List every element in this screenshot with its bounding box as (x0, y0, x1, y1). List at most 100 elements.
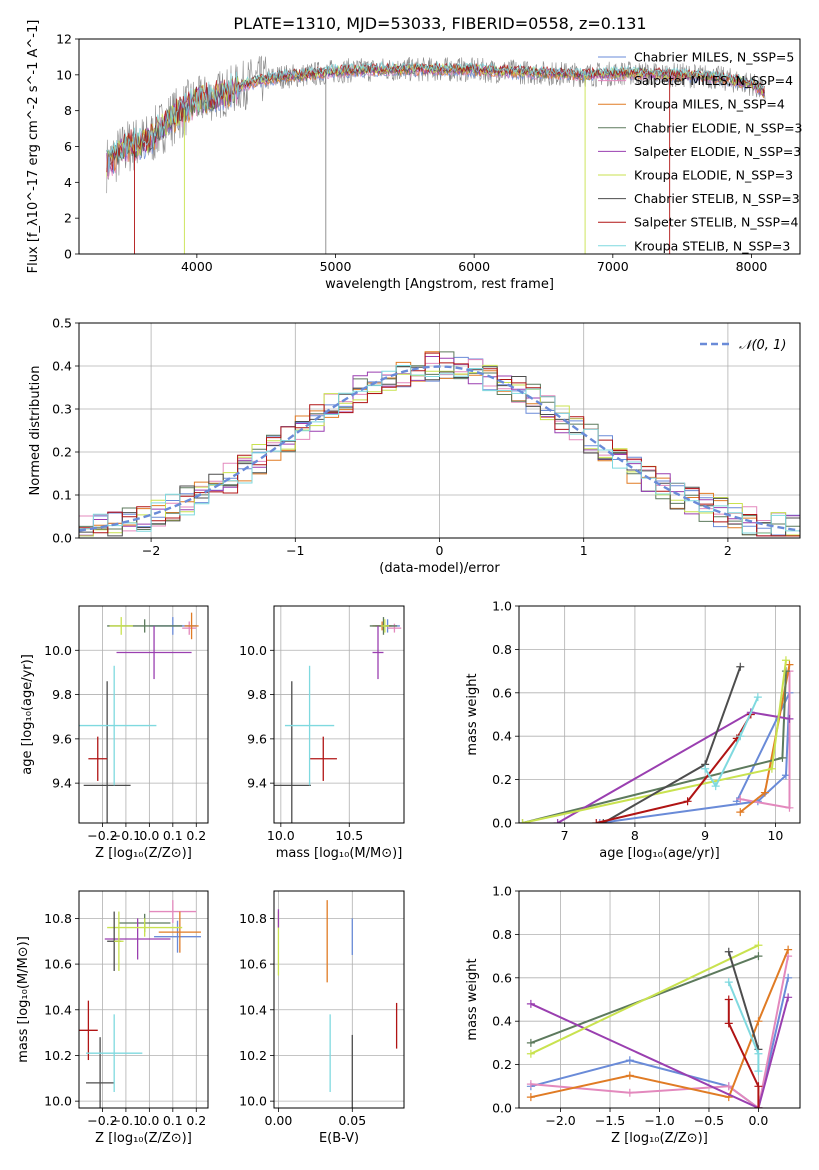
y-tick-label: 10.2 (44, 1048, 72, 1063)
x-tick-label: 0.1 (163, 828, 183, 843)
x-tick-label: 5000 (320, 259, 352, 274)
x-tick-label: 7 (561, 828, 569, 843)
weight-marker (526, 999, 535, 1008)
weight-marker (625, 1056, 634, 1065)
legend-label: Chabrier STELIB, N_SSP=3 (634, 191, 800, 206)
weight-marker (736, 662, 745, 671)
weight-line (596, 713, 752, 823)
weight-marker (754, 1017, 763, 1026)
weight-marker (701, 764, 710, 773)
y-tick-label: 0.2 (52, 445, 72, 460)
axes-frame (78, 890, 209, 1109)
axes-frame (518, 605, 801, 824)
weight-line (530, 997, 790, 1108)
histogram-series (79, 364, 800, 537)
weight-marker (595, 819, 604, 823)
x-tick-label: 10.0 (267, 828, 295, 843)
weight-line (530, 944, 759, 1055)
weight-marker (736, 795, 745, 804)
axes-frame (273, 605, 405, 824)
x-tick-label: −1.5 (595, 1113, 625, 1128)
weight-marker (724, 1019, 733, 1028)
y-tick-label: 1.0 (492, 599, 512, 614)
y-tick-label: 0.0 (52, 531, 72, 546)
y-tick-label: 9.6 (52, 731, 72, 746)
x-tick-label: 2 (724, 543, 732, 558)
figure-title: PLATE=1310, MJD=53033, FIBERID=0558, z=0… (233, 14, 646, 33)
plot-area (79, 351, 800, 537)
x-axis-label: Z [log₁₀(Z/Z⊙)] (95, 846, 192, 861)
y-axis-label: mass weight (465, 673, 480, 755)
legend-label: Kroupa STELIB, N_SSP=3 (634, 238, 790, 253)
y-tick-label: 0 (64, 247, 72, 262)
y-tick-label: 9.8 (52, 687, 72, 702)
y-tick-label: 0.4 (52, 359, 72, 374)
x-axis-label: E(B-V) (319, 1131, 359, 1146)
weight-marker (526, 1049, 535, 1058)
legend-label: Kroupa MILES, N_SSP=4 (634, 97, 785, 112)
model-line (106, 61, 765, 173)
y-tick-label: 0.2 (492, 772, 512, 787)
panel-age_vs_Z: −0.2−0.10.0 0.1 0.2 9.4 9.6 9.8 10.0 Z [log₁₀(Z… (20, 605, 209, 861)
y-tick-label: 9.6 (247, 731, 267, 746)
y-tick-label: 10.6 (44, 957, 72, 972)
x-tick-label: 0.05 (338, 1113, 366, 1128)
x-axis-label: wavelength [Angstrom, rest frame] (325, 277, 554, 292)
weight-marker (760, 788, 769, 797)
x-tick-label: −0.1 (111, 828, 141, 843)
y-tick-label: 0.8 (492, 642, 512, 657)
weight-marker (592, 819, 601, 823)
weight-line (727, 951, 760, 1050)
weight-line (704, 696, 759, 789)
x-tick-label: 0.2 (186, 828, 206, 843)
weight-line (727, 999, 760, 1108)
legend-label: Salpeter ELODIE, N_SSP=3 (634, 144, 801, 159)
y-tick-label: 10.6 (239, 957, 267, 972)
x-tick-label: 7000 (597, 259, 629, 274)
weight-marker (736, 808, 745, 817)
x-tick-label: −0.2 (87, 1113, 117, 1128)
weight-marker (711, 782, 720, 791)
plot-area (519, 656, 794, 823)
panel-weight_vs_Z: −2.0 −1.5 −1.0 −0.5 0.0 0.0 0.2 0.4 0.6 0.8 1.0 Z [… (465, 884, 801, 1146)
y-tick-label: 10.0 (239, 1094, 267, 1109)
y-axis-label: Normed distribution (28, 366, 43, 496)
legend-label: Salpeter MILES, N_SSP=4 (634, 73, 793, 88)
x-tick-label: −0.1 (111, 1113, 141, 1128)
x-tick-label: 10 (767, 828, 783, 843)
panel-mass_vs_ebv: 0.00 0.05 10.0 10.2 10.4 10.6 10.8 E(B-V) (239, 890, 405, 1146)
weight-marker (767, 764, 776, 773)
y-tick-label: 0.0 (492, 816, 512, 831)
legend-label: Salpeter STELIB, N_SSP=4 (634, 215, 799, 230)
legend-label: Chabrier MILES, N_SSP=5 (634, 50, 794, 65)
panel-weight_vs_age: 7 8 9 10 0.0 0.2 0.4 0.6 0.8 1.0 age [log₁₀(age/yr… (465, 599, 801, 861)
model-line (106, 60, 765, 173)
weight-marker (683, 797, 692, 806)
weight-marker (778, 753, 787, 762)
weight-marker (526, 1080, 535, 1089)
plot-area (526, 941, 793, 1108)
plot-area (79, 900, 201, 1108)
y-axis-label: mass weight (465, 958, 480, 1040)
legend-label: 𝒩(0, 1) (739, 338, 786, 353)
y-tick-label: 10.4 (239, 1002, 267, 1017)
y-tick-label: 0.6 (492, 685, 512, 700)
y-tick-label: 0.4 (492, 1014, 512, 1029)
x-tick-label: 0.2 (186, 1113, 206, 1128)
y-tick-label: 9.8 (247, 687, 267, 702)
y-tick-label: 0.4 (492, 729, 512, 744)
weight-marker (736, 732, 745, 741)
y-axis-label: age [log₁₀(age/yr)] (20, 654, 35, 775)
plot-area (106, 55, 766, 254)
x-tick-label: −1 (286, 543, 304, 558)
x-tick-label: 0.0 (748, 1113, 768, 1128)
y-tick-label: 0.6 (492, 970, 512, 985)
x-tick-label: 10.5 (335, 828, 363, 843)
weight-marker (781, 656, 790, 665)
y-tick-label: 10.8 (239, 911, 267, 926)
axes-frame (78, 38, 801, 255)
y-tick-label: 10 (56, 67, 72, 82)
y-axis-label: Flux [f_λ10^-17 erg cm^-2 s^-1 A^-1] (26, 20, 41, 274)
histogram-series (79, 352, 800, 537)
